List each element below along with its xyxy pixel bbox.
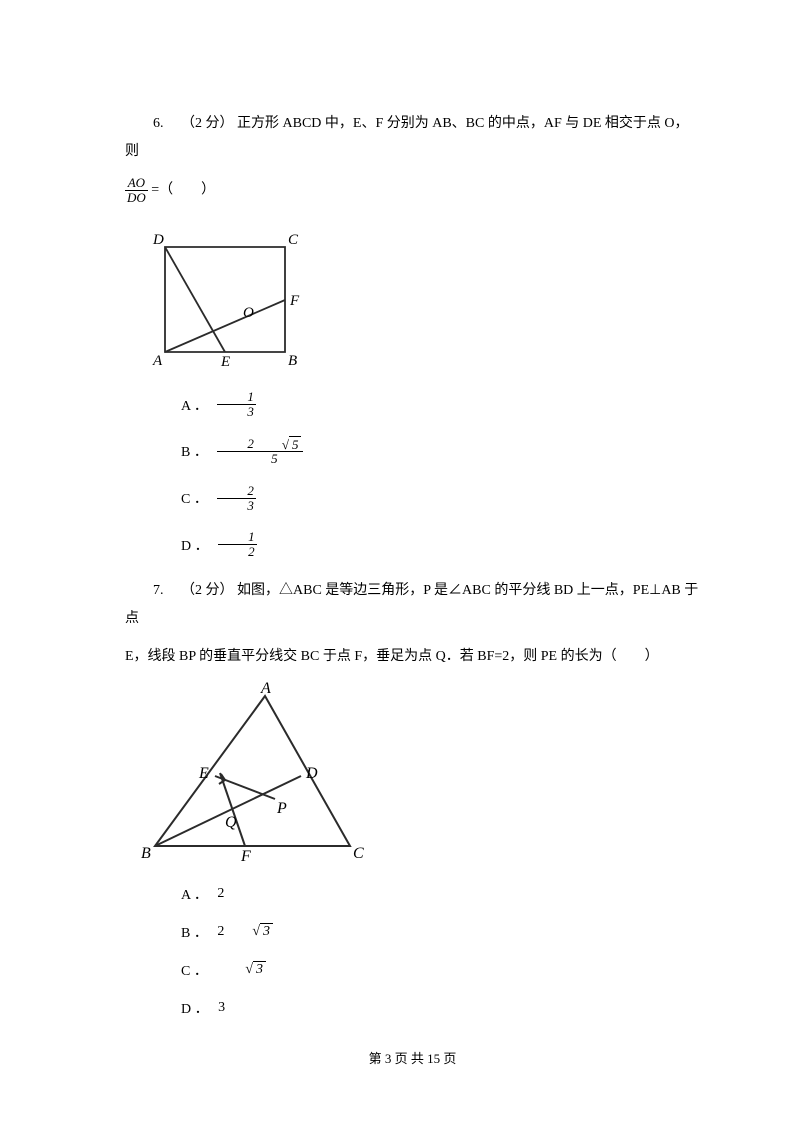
q6-stem-line2: AO DO =（ ） bbox=[125, 176, 700, 204]
q7-points: （2 分） bbox=[181, 583, 234, 598]
q7-number: 7. bbox=[153, 583, 164, 598]
q7-option-B: B ． 2√3 bbox=[125, 922, 700, 942]
q7-option-D: D ． 3 bbox=[125, 998, 700, 1018]
svg-text:A: A bbox=[152, 353, 163, 367]
svg-text:B: B bbox=[141, 845, 151, 861]
q6-ratio-num: AO bbox=[125, 176, 148, 191]
q6-optA-den: 3 bbox=[217, 405, 256, 419]
q7-text2: E，线段 BP 的垂直平分线交 BC 于点 F，垂足为点 Q．若 BF=2，则 … bbox=[125, 649, 659, 664]
q6-optA-label: A ． bbox=[153, 395, 208, 415]
q7-optB-text: 2√3 bbox=[217, 924, 273, 939]
q6-optB-num: 2√5 bbox=[217, 437, 303, 453]
q7-optD-text: 3 bbox=[218, 1000, 225, 1015]
svg-text:O: O bbox=[243, 305, 254, 321]
svg-text:Q: Q bbox=[225, 814, 237, 831]
q6-option-A: A ． 1 3 bbox=[125, 390, 700, 418]
svg-text:D: D bbox=[152, 232, 164, 248]
q6-optC-label: C ． bbox=[153, 488, 208, 508]
q7-stem-line2: E，线段 BP 的垂直平分线交 BC 于点 F，垂足为点 Q．若 BF=2，则 … bbox=[125, 643, 700, 671]
q6-ratio-tail: =（ ） bbox=[148, 182, 215, 197]
q7-optB-sqrt: 3 bbox=[260, 923, 273, 939]
q6-optD-den: 2 bbox=[218, 545, 257, 559]
q7-stem-line1: 7. （2 分） 如图，△ABC 是等边三角形，P 是∠ABC 的平分线 BD … bbox=[125, 577, 700, 633]
q7-optC-label: C ． bbox=[153, 960, 208, 980]
svg-text:A: A bbox=[260, 681, 271, 697]
q6-option-D: D ． 1 2 bbox=[125, 530, 700, 558]
q6-ratio-den: DO bbox=[125, 191, 148, 205]
q7-optA-text: 2 bbox=[217, 886, 224, 901]
q6-optC-frac: 2 3 bbox=[217, 484, 256, 512]
q6-optC-num: 2 bbox=[217, 484, 256, 499]
svg-text:E: E bbox=[198, 765, 209, 782]
q7-figure: A B C D E P Q F bbox=[135, 681, 700, 866]
q6-stem-line1: 6. （2 分） 正方形 ABCD 中，E、F 分别为 AB、BC 的中点，AF… bbox=[125, 110, 700, 166]
q7-option-C: C ． √3 bbox=[125, 960, 700, 980]
q6-optB-label: B ． bbox=[153, 441, 208, 461]
q7-optC-text: √3 bbox=[217, 962, 266, 978]
q6-number: 6. bbox=[153, 116, 164, 131]
q6-option-C: C ． 2 3 bbox=[125, 484, 700, 512]
q6-optC-den: 3 bbox=[217, 499, 256, 513]
svg-text:C: C bbox=[288, 232, 299, 248]
q6-optA-num: 1 bbox=[217, 390, 256, 405]
page-footer: 第 3 页 共 15 页 bbox=[125, 1048, 700, 1067]
q6-optD-frac: 1 2 bbox=[218, 530, 257, 558]
q7-optC-sqrt: 3 bbox=[253, 961, 266, 977]
q6-figure-svg: D C A B E F O bbox=[135, 222, 305, 367]
svg-text:B: B bbox=[288, 353, 297, 367]
q6-points: （2 分） bbox=[181, 116, 234, 131]
q6-optD-num: 1 bbox=[218, 530, 257, 545]
q7-figure-svg: A B C D E P Q F bbox=[135, 681, 365, 861]
svg-text:E: E bbox=[220, 354, 230, 367]
q7-optD-label: D ． bbox=[153, 998, 209, 1018]
q6-ratio-fraction: AO DO bbox=[125, 176, 148, 204]
svg-text:C: C bbox=[353, 845, 364, 861]
footer-text: 第 3 页 共 15 页 bbox=[369, 1051, 457, 1066]
svg-text:F: F bbox=[289, 293, 300, 309]
svg-text:F: F bbox=[240, 848, 251, 861]
page: 6. （2 分） 正方形 ABCD 中，E、F 分别为 AB、BC 的中点，AF… bbox=[0, 0, 800, 1107]
svg-text:P: P bbox=[276, 800, 287, 817]
q6-optA-frac: 1 3 bbox=[217, 390, 256, 418]
q6-optB-frac: 2√5 5 bbox=[217, 437, 303, 466]
q7-optA-label: A ． bbox=[153, 884, 208, 904]
q7-option-A: A ． 2 bbox=[125, 884, 700, 904]
q6-figure: D C A B E F O bbox=[135, 222, 700, 372]
q7-optB-prefix: 2 bbox=[217, 924, 224, 939]
q6-optD-label: D ． bbox=[153, 535, 209, 555]
svg-text:D: D bbox=[305, 765, 318, 782]
q6-option-B: B ． 2√5 5 bbox=[125, 437, 700, 466]
q7-optB-label: B ． bbox=[153, 922, 208, 942]
q6-optB-den: 5 bbox=[217, 452, 303, 466]
